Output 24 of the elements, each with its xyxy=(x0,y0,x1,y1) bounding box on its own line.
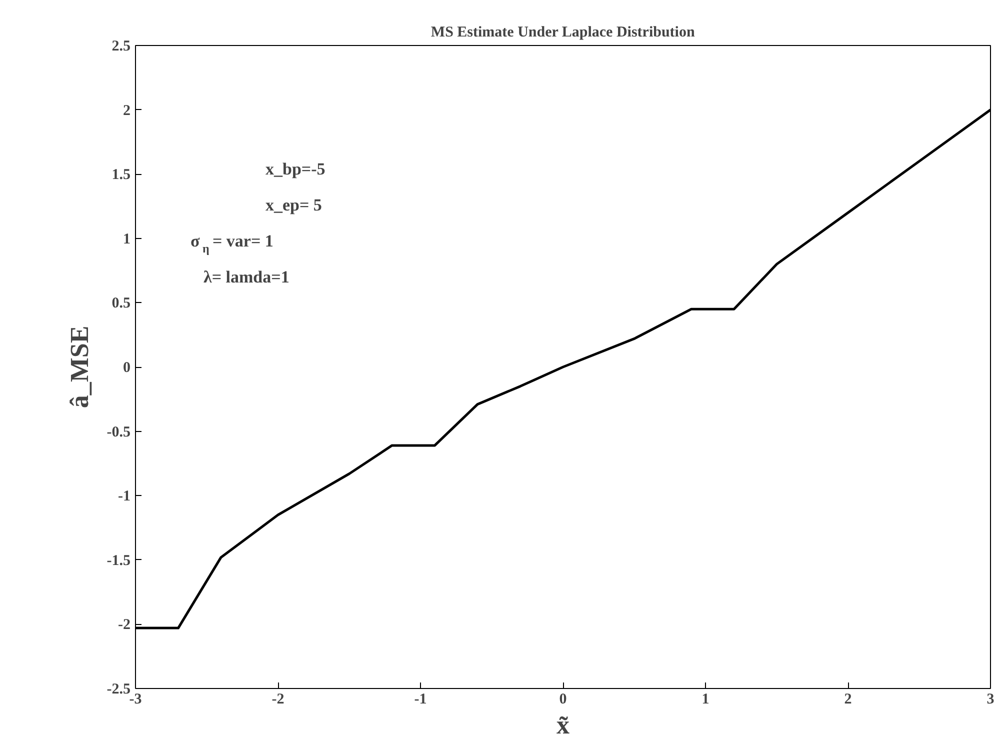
x-tick-label: 1 xyxy=(702,692,710,708)
y-tick-label: -0.5 xyxy=(106,424,131,440)
y-tick-label: -2.5 xyxy=(106,682,131,698)
y-tick-label: 2 xyxy=(123,102,130,119)
x-tick-label: -2 xyxy=(272,692,284,708)
y-tick-label: 1 xyxy=(123,231,130,248)
y-axis-title: â_MSE xyxy=(64,326,94,408)
x-tick-label: -3 xyxy=(129,692,142,708)
annotation: x_ep= 5 xyxy=(266,196,322,214)
x-tick-label: -1 xyxy=(414,692,427,708)
y-tick-label: -2 xyxy=(118,617,131,634)
y-tick-label: 2.5 xyxy=(112,38,130,54)
y-tick-label: -1.5 xyxy=(106,552,131,569)
y-tick-label: 1.5 xyxy=(112,167,130,184)
annotation: x_bp=-5 xyxy=(266,160,326,178)
y-tick-label: 0.5 xyxy=(112,296,130,312)
x-tick-label: 2 xyxy=(844,692,852,708)
y-tick-label: -1 xyxy=(118,488,131,505)
x-tick-label: 0 xyxy=(559,692,567,708)
x-axis-title: x̃ xyxy=(556,710,570,740)
y-tick-label: 0 xyxy=(123,360,130,376)
chart-title: MS Estimate Under Laplace Distribution xyxy=(430,24,696,40)
x-tick-label: 3 xyxy=(986,692,994,708)
annotation: λ= lamda=1 xyxy=(204,268,290,286)
